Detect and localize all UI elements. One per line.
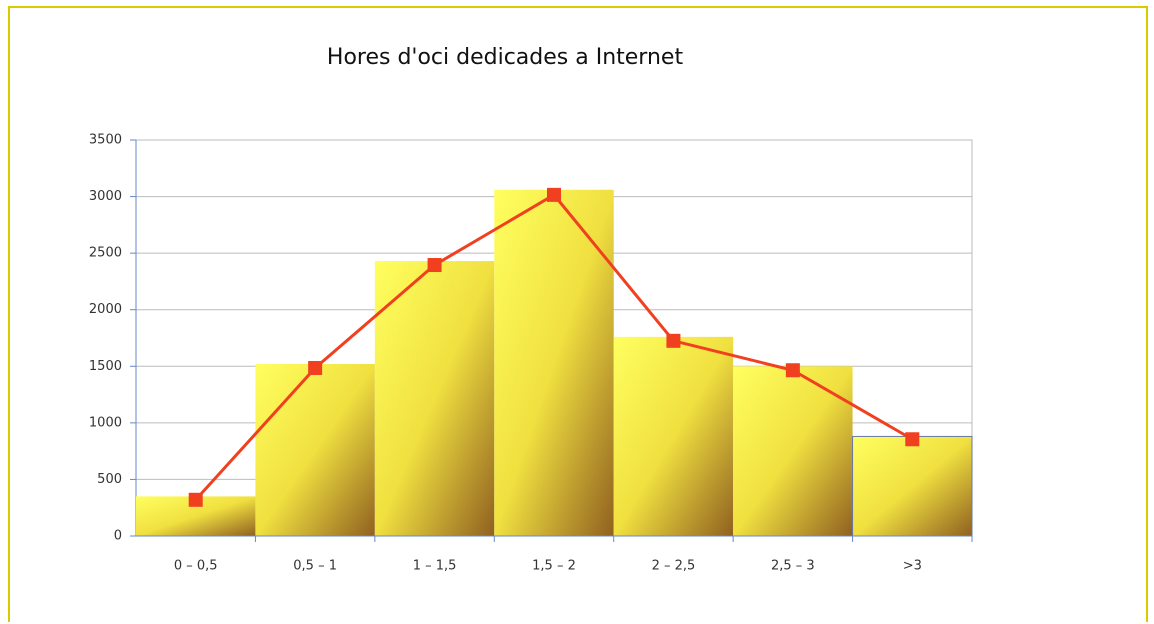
x-tick-label: 1 – 1,5 bbox=[413, 559, 457, 574]
marker bbox=[666, 333, 681, 348]
x-tick-label: 1,5 – 2 bbox=[532, 559, 576, 574]
y-tick-label: 2500 bbox=[89, 246, 122, 261]
marker bbox=[427, 258, 442, 273]
x-tick-label: 2 – 2,5 bbox=[652, 559, 696, 574]
y-tick-label: 1000 bbox=[89, 415, 122, 430]
marker bbox=[905, 432, 920, 447]
y-tick-label: 1500 bbox=[89, 359, 122, 374]
marker bbox=[785, 363, 800, 378]
x-tick-label: 2,5 – 3 bbox=[771, 559, 815, 574]
bar bbox=[255, 364, 375, 536]
bar bbox=[613, 336, 734, 536]
y-tick-label: 2000 bbox=[89, 302, 122, 317]
frame bbox=[8, 6, 1148, 622]
bar bbox=[494, 189, 614, 537]
y-tick-label: 3500 bbox=[89, 133, 122, 148]
y-tick-label: 3000 bbox=[89, 189, 122, 204]
x-tick-label: 0 – 0,5 bbox=[174, 559, 218, 574]
marker bbox=[547, 187, 561, 202]
marker bbox=[188, 492, 203, 507]
y-tick-label: 0 bbox=[114, 529, 122, 544]
marker bbox=[308, 360, 323, 375]
y-tick-label: 500 bbox=[97, 472, 122, 487]
bar bbox=[374, 261, 495, 536]
bar bbox=[733, 366, 853, 536]
bar bbox=[852, 435, 973, 537]
x-tick-label: 0,5 – 1 bbox=[293, 559, 337, 574]
chart-title: Hores d'oci dedicades a Internet bbox=[327, 45, 684, 70]
x-tick-label: >3 bbox=[903, 559, 922, 574]
